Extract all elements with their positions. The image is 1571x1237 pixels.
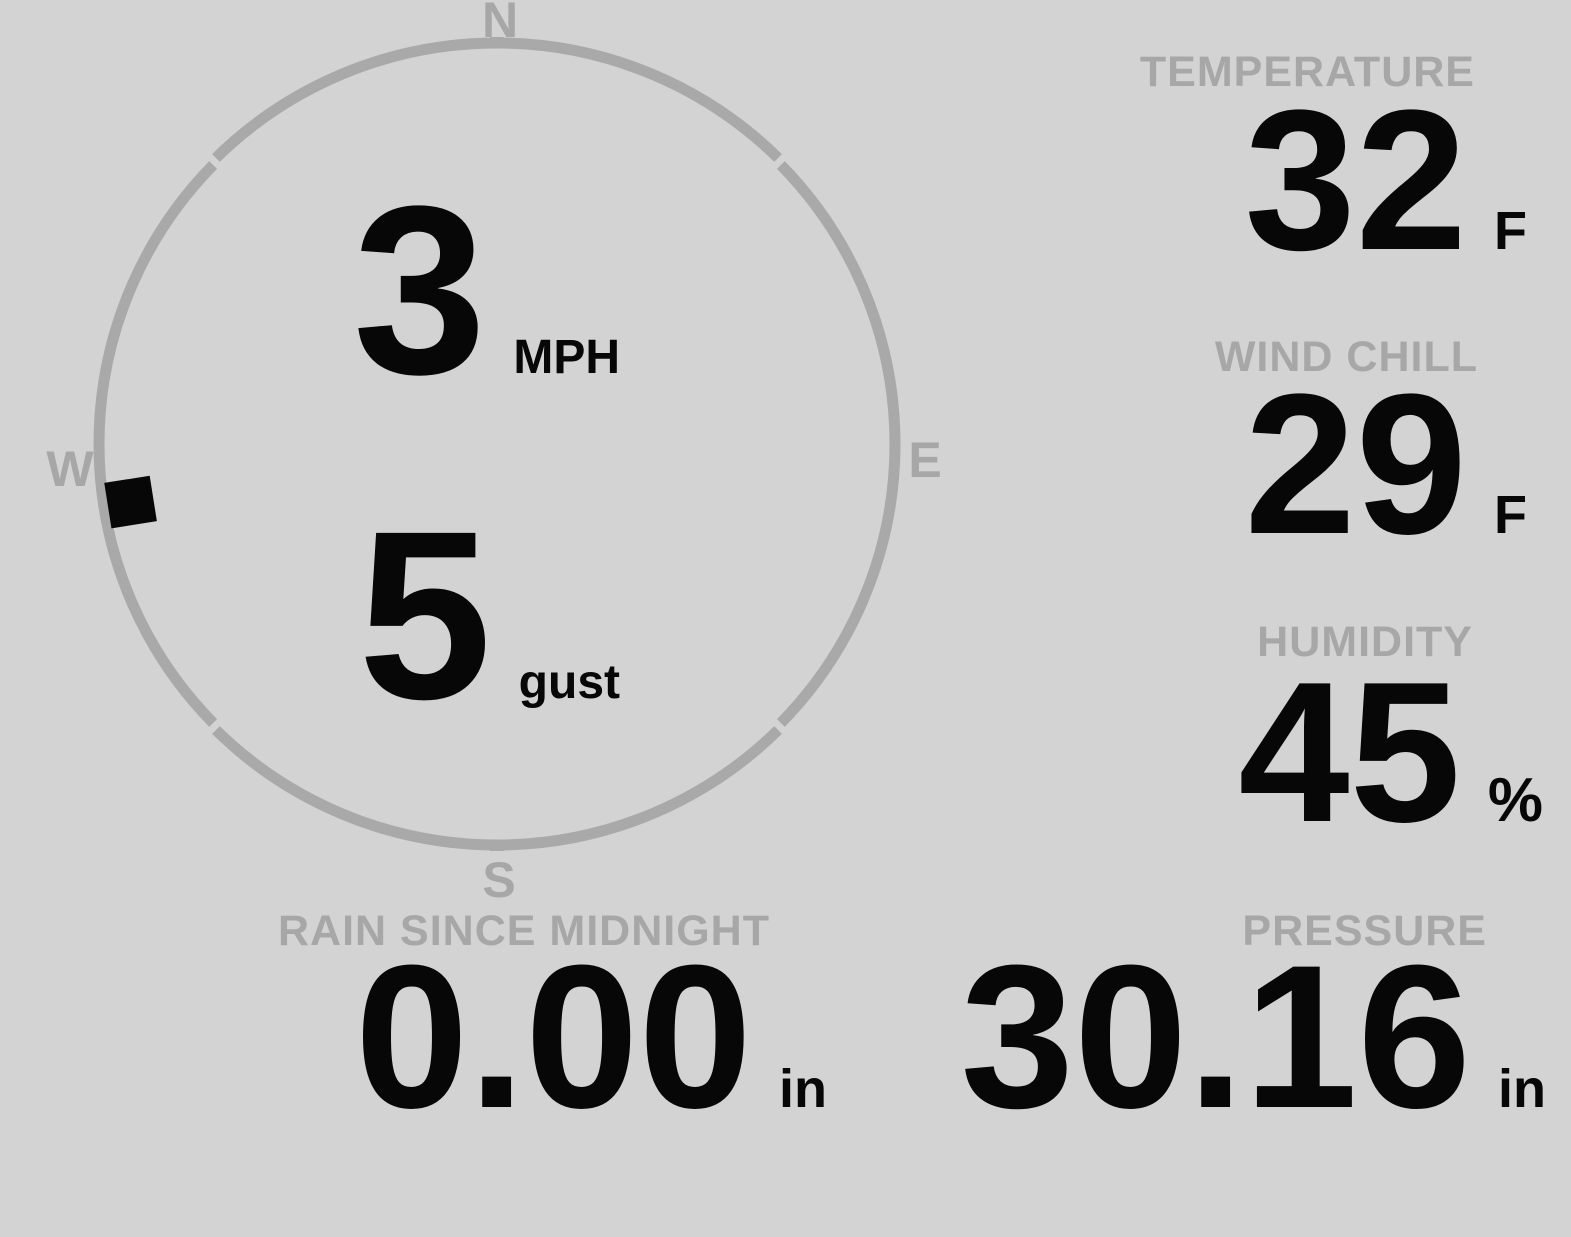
pressure-unit: in — [1498, 1059, 1546, 1119]
rain-since-midnight-value: 0.00 in — [355, 935, 827, 1139]
compass-west-label: W — [46, 441, 94, 497]
rain-since-midnight-number: 0.00 — [354, 923, 752, 1151]
wind-chill-label: WIND CHILL — [1214, 333, 1478, 381]
wind-compass-dial — [93, 37, 901, 851]
pressure-value: 30.16 in — [961, 935, 1547, 1139]
temperature-label: TEMPERATURE — [1139, 48, 1475, 96]
wind-gust-value: 5 gust — [358, 495, 620, 735]
wind-chill-unit: F — [1494, 485, 1527, 545]
compass-east-label: E — [908, 432, 942, 488]
temperature-unit: F — [1494, 201, 1527, 261]
wind-gust-unit: gust — [518, 656, 620, 709]
compass-ring-arc — [212, 726, 782, 851]
wind-speed-unit: MPH — [513, 331, 620, 384]
wind-direction-marker — [104, 475, 157, 529]
compass-ring-arc — [776, 161, 901, 727]
rain-since-midnight-label: RAIN SINCE MIDNIGHT — [278, 907, 770, 955]
compass-ring-arc — [93, 161, 218, 727]
humidity-label: HUMIDITY — [1257, 618, 1473, 666]
compass-ring-arc — [212, 37, 782, 162]
temperature-number: 32 — [1244, 69, 1467, 292]
pressure-number: 30.16 — [960, 923, 1472, 1151]
wind-speed-number: 3 — [352, 156, 487, 424]
temperature-value: 32 F — [1245, 81, 1527, 281]
humidity-value: 45 % — [1238, 653, 1543, 853]
wind-chill-number: 29 — [1244, 353, 1467, 576]
compass-south-label: S — [482, 852, 516, 908]
rain-since-midnight-unit: in — [779, 1059, 827, 1119]
wind-chill-value: 29 F — [1245, 365, 1527, 565]
compass-north-label: N — [481, 0, 519, 48]
wind-gust-number: 5 — [358, 481, 492, 749]
pressure-label: PRESSURE — [1242, 907, 1487, 955]
humidity-number: 45 — [1238, 641, 1461, 864]
humidity-unit: % — [1487, 766, 1543, 835]
wind-speed-value: 3 MPH — [353, 170, 620, 410]
